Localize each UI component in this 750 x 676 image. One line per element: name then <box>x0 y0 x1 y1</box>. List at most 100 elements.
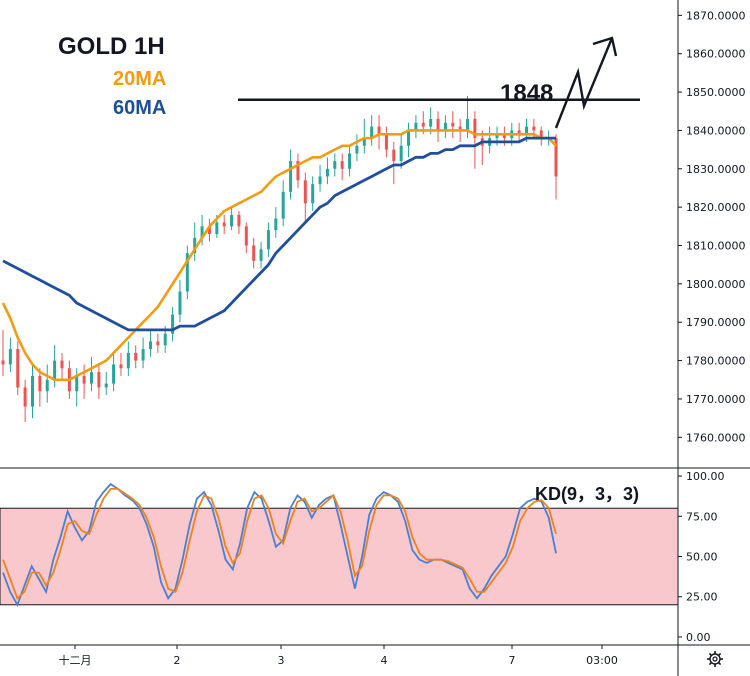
candle-body <box>8 349 12 365</box>
candle-body <box>296 161 300 181</box>
candle-body <box>207 226 211 234</box>
candle-body <box>333 161 337 169</box>
price-tick-label: 1840.0000 <box>686 124 746 137</box>
candle-body <box>414 122 418 131</box>
candle-body <box>289 161 293 192</box>
candle-body <box>377 126 381 135</box>
forecast-arrow-head <box>592 36 618 57</box>
time-axis: 十二月 2 3 4 7 03:00 <box>59 645 618 667</box>
kd-tick-label: 50.00 <box>686 551 718 564</box>
chart-title: GOLD 1H <box>58 33 165 60</box>
candle-body <box>384 134 388 150</box>
time-tick-label: 2 <box>174 654 181 667</box>
candle-body <box>134 352 138 361</box>
candle-body <box>525 126 529 135</box>
candle-body <box>318 176 322 185</box>
candle-body <box>215 222 219 234</box>
candle-body <box>325 168 329 177</box>
candle-body <box>451 122 455 127</box>
candle-body <box>230 214 234 227</box>
candle-body <box>281 191 285 219</box>
candle-body <box>141 349 145 361</box>
candle-body <box>303 180 307 204</box>
d-line <box>2 488 557 600</box>
candle-body <box>399 145 403 162</box>
legend-ma20: 20MA <box>113 68 166 90</box>
candle-body <box>466 118 470 131</box>
candle-body <box>554 138 558 177</box>
k-line <box>2 482 557 607</box>
candle-body <box>38 375 42 392</box>
kd-tick-label: 75.00 <box>686 510 718 523</box>
candle-body <box>311 184 315 204</box>
candle-body <box>348 153 352 169</box>
candle-body <box>89 372 93 384</box>
gear-icon[interactable] <box>707 651 723 667</box>
forecast-arrow <box>554 37 614 129</box>
candle-body <box>75 375 79 392</box>
candle-body <box>517 130 521 135</box>
candle-body <box>495 134 499 139</box>
price-tick-label: 1830.0000 <box>686 163 746 176</box>
price-tick-label: 1760.0000 <box>686 431 746 444</box>
candle-body <box>266 230 270 250</box>
kd-tick-label: 25.00 <box>686 591 718 604</box>
kd-tick-label: 100.00 <box>686 470 725 483</box>
candle-body <box>1 360 5 365</box>
resistance-label: 1848 <box>500 80 553 107</box>
candle-body <box>222 222 226 227</box>
kd-title: KD(9，3，3) <box>535 484 639 504</box>
price-tick-label: 1810.0000 <box>686 240 746 253</box>
time-tick-label: 4 <box>381 654 388 667</box>
candle-body <box>473 118 477 139</box>
candle-body <box>502 134 506 139</box>
candle-body <box>237 214 241 227</box>
kd-band <box>0 507 679 606</box>
price-tick-label: 1770.0000 <box>686 393 746 406</box>
candle-body <box>148 341 152 350</box>
price-tick-label: 1820.0000 <box>686 201 746 214</box>
candle-body <box>362 138 366 146</box>
candle-body <box>156 341 160 346</box>
candle-body <box>171 314 175 334</box>
candle-body <box>23 387 27 407</box>
candle-body <box>200 226 204 238</box>
candle-body <box>355 145 359 154</box>
candle-body <box>16 349 20 388</box>
candle-body <box>185 253 189 292</box>
ma60-line <box>2 136 556 332</box>
candle-body <box>274 218 278 231</box>
candle-body <box>340 161 344 169</box>
price-axis: 1870.0000 1860.0000 1850.0000 1840.0000 1830… <box>678 9 746 444</box>
time-tick-label: 3 <box>278 654 285 667</box>
candle-body <box>392 149 396 162</box>
candle-body <box>443 122 447 131</box>
legend-ma60: 60MA <box>113 97 166 119</box>
price-tick-label: 1800.0000 <box>686 278 746 291</box>
candle-body <box>82 375 86 384</box>
time-tick-label: 7 <box>509 654 516 667</box>
candle-body <box>163 333 167 346</box>
candle-body <box>45 379 49 392</box>
candle-body <box>458 126 462 131</box>
candle-body <box>421 122 425 127</box>
candle-body <box>97 372 101 388</box>
price-tick-label: 1860.0000 <box>686 48 746 61</box>
candle-body <box>407 130 411 146</box>
kd-axis: 100.00 75.00 50.00 25.00 0.00 <box>678 470 725 644</box>
candle-body <box>193 237 197 254</box>
price-tick-label: 1780.0000 <box>686 355 746 368</box>
kd-tick-label: 0.00 <box>686 631 711 644</box>
candle-body <box>119 364 123 369</box>
time-tick-label: 03:00 <box>586 654 618 667</box>
price-tick-label: 1850.0000 <box>686 86 746 99</box>
candle-body <box>104 383 108 388</box>
candle-body <box>60 360 64 369</box>
candle-body <box>436 118 440 131</box>
candle-body <box>252 245 256 261</box>
price-tick-label: 1870.0000 <box>686 9 746 22</box>
candle-body <box>429 118 433 127</box>
candle-body <box>178 291 182 315</box>
candle-body <box>30 375 34 407</box>
